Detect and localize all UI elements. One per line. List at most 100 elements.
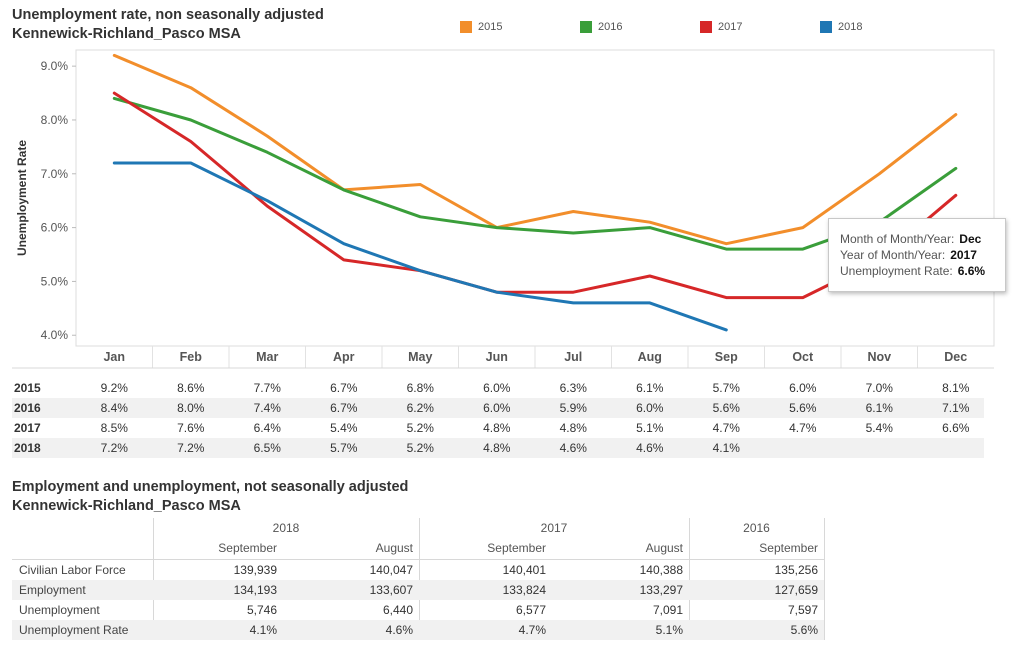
tooltip-label: Year of Month/Year: <box>840 248 946 262</box>
table-cell: 134,193 <box>233 583 277 597</box>
table-divider <box>419 518 420 640</box>
y-tick-label: 9.0% <box>41 59 69 73</box>
x-tick-label: Mar <box>256 350 278 364</box>
rate-row: 2017 8.5% 7.6% 6.4% 5.4% 5.2% 4.8% 4.8% 5.1% 4.7%… <box>12 418 984 438</box>
plot-area <box>75 49 995 347</box>
y-tick-label: 6.0% <box>41 221 69 235</box>
rate-cell: 5.1% <box>636 421 664 435</box>
chart-tooltip: Month of Month/Year: Dec Year of Month/Y… <box>828 218 1006 292</box>
table-cell: 5.6% <box>790 623 818 637</box>
table-cell: 7,091 <box>652 603 683 617</box>
data-point <box>722 245 730 253</box>
x-tick-label: Apr <box>333 350 355 364</box>
year-header: 2016 <box>743 521 770 535</box>
rate-cell: 7.0% <box>865 381 893 395</box>
month-header: September <box>759 541 818 555</box>
data-point <box>416 213 424 221</box>
tooltip-label: Month of Month/Year: <box>840 232 955 246</box>
month-header: August <box>645 541 683 555</box>
row-label: Employment <box>19 583 86 597</box>
rate-cell: 8.5% <box>100 421 128 435</box>
rate-row-year: 2018 <box>14 441 41 455</box>
rate-row: 2016 8.4% 8.0% 7.4% 6.7% 6.2% 6.0% 5.9% 6.0% 5.6%… <box>12 398 984 418</box>
table-cell: 7,597 <box>787 603 818 617</box>
table-cell: 5,746 <box>246 603 277 617</box>
data-point <box>416 181 424 189</box>
data-point <box>799 224 807 232</box>
rate-cell: 6.0% <box>636 401 664 415</box>
year-header: 2017 <box>540 521 568 535</box>
tooltip-row-rate: Unemployment Rate: 6.6% <box>840 263 997 279</box>
legend-item-2017[interactable]: 2017 <box>700 21 742 33</box>
year-header: 2018 <box>272 521 300 535</box>
data-point <box>569 208 577 216</box>
rate-row-year: 2016 <box>14 401 41 415</box>
table-divider <box>12 559 824 560</box>
table-cell: 140,047 <box>369 563 413 577</box>
employment-title-block: Employment and unemployment, not seasona… <box>12 478 408 516</box>
rate-cell: 5.9% <box>559 401 587 415</box>
rate-cell: 6.3% <box>559 381 587 395</box>
rate-row-year: 2017 <box>14 421 41 435</box>
data-point <box>952 111 960 119</box>
rate-cell: 6.8% <box>406 381 434 395</box>
rate-cell: 4.8% <box>559 421 587 435</box>
rate-cell: 5.7% <box>712 381 740 395</box>
table-row: Employment 134,193 133,607 133,824 133,297 12… <box>12 580 824 600</box>
rate-cell: 5.6% <box>789 401 817 415</box>
table-cell: 5.1% <box>655 623 683 637</box>
table-cell: 4.6% <box>385 623 413 637</box>
table-divider <box>689 518 690 640</box>
rate-cell: 6.4% <box>253 421 281 435</box>
data-point <box>799 294 807 302</box>
x-tick-label: Jul <box>564 350 582 364</box>
chart-title: Unemployment rate, non seasonally adjust… <box>12 7 324 23</box>
y-tick-label: 8.0% <box>41 113 69 127</box>
y-tick-label: 5.0% <box>41 274 69 288</box>
data-point <box>263 197 271 205</box>
data-point <box>569 288 577 296</box>
data-point <box>799 245 807 253</box>
tooltip-row-year: Year of Month/Year: 2017 <box>840 247 997 263</box>
rate-cell: 9.2% <box>100 381 128 395</box>
rate-cell: 7.2% <box>100 441 128 455</box>
line-chart[interactable]: 4.0% 5.0% 6.0% 7.0% 8.0% 9.0% Unemployment Rat… <box>0 0 1019 378</box>
rate-row: 2018 7.2% 7.2% 6.5% 5.7% 5.2% 4.8% 4.6% 4.6% 4.1% <box>12 438 984 458</box>
employment-subtitle: Kennewick-Richland_Pasco MSA <box>12 498 241 514</box>
legend-item-2016[interactable]: 2016 <box>580 21 622 33</box>
x-tick-label: Jan <box>103 350 125 364</box>
rate-cell: 7.1% <box>942 401 970 415</box>
rate-cell: 5.2% <box>406 441 434 455</box>
y-axis-label: Unemployment Rate <box>15 140 29 256</box>
x-tick-label: Dec <box>944 350 967 364</box>
month-header: August <box>375 541 413 555</box>
table-cell: 6,577 <box>515 603 546 617</box>
rate-cell: 6.1% <box>636 381 664 395</box>
rate-cell: 6.5% <box>253 441 281 455</box>
data-point <box>187 84 195 92</box>
data-point <box>263 148 271 156</box>
data-point <box>646 224 654 232</box>
data-point <box>493 288 501 296</box>
table-row: Civilian Labor Force 139,939 140,047 140,40… <box>12 560 824 580</box>
series-line-2015 <box>112 53 958 246</box>
month-header: September <box>487 541 546 555</box>
data-point <box>340 240 348 248</box>
rate-cell: 6.2% <box>406 401 434 415</box>
x-tick-label: Nov <box>867 350 891 364</box>
rate-cell: 5.4% <box>865 421 893 435</box>
table-cell: 139,939 <box>233 563 277 577</box>
legend-item-2015[interactable]: 2015 <box>460 21 502 33</box>
rate-row-year: 2015 <box>14 381 41 395</box>
data-point <box>646 272 654 280</box>
data-point <box>340 186 348 194</box>
rate-cell: 4.7% <box>789 421 817 435</box>
table-cell: 133,297 <box>639 583 683 597</box>
tooltip-row-month: Month of Month/Year: Dec <box>840 231 997 247</box>
rate-cell: 7.6% <box>177 421 205 435</box>
data-point <box>875 170 883 178</box>
legend-item-2018[interactable]: 2018 <box>820 21 862 33</box>
tooltip-label: Unemployment Rate: <box>840 264 953 278</box>
rate-cell: 4.6% <box>636 441 664 455</box>
legend-swatch <box>580 21 592 33</box>
